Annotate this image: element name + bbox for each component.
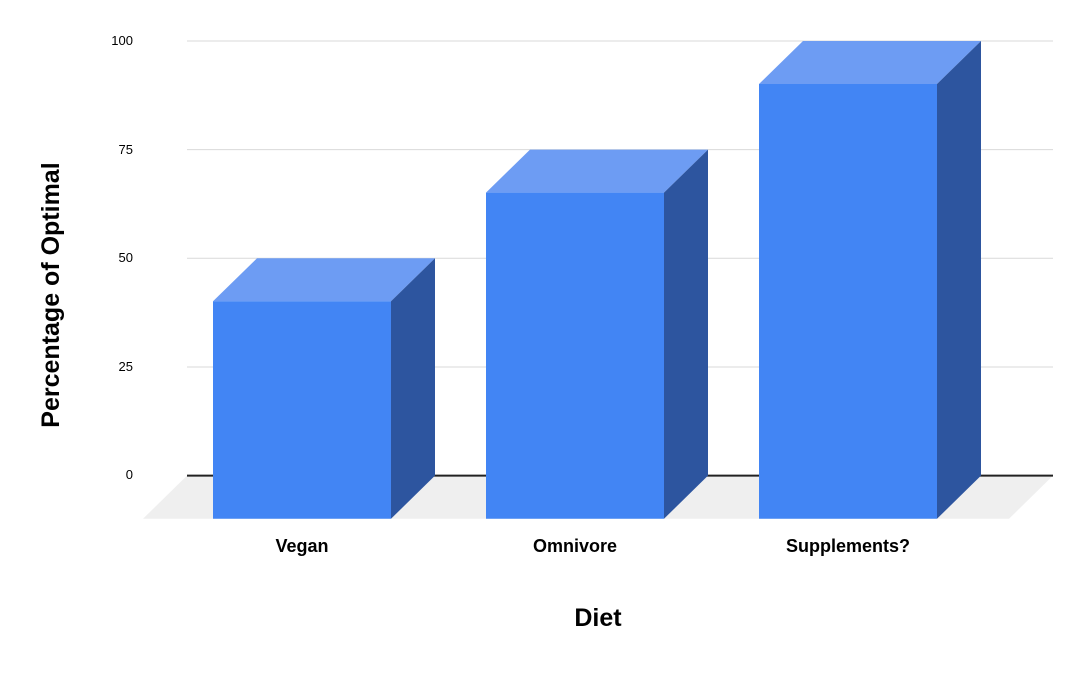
bar-supplements-side-face <box>937 41 981 519</box>
y-tick-label-100: 100 <box>111 33 133 48</box>
y-tick-label-0: 0 <box>125 467 133 482</box>
y-tick-label-75: 75 <box>118 142 133 157</box>
bar-omnivore-front-face <box>486 192 664 519</box>
x-axis-title: Diet <box>574 604 622 632</box>
category-label-vegan: Vegan <box>275 536 329 556</box>
y-tick-label-25: 25 <box>118 359 133 374</box>
bar-vegan-top-face <box>213 258 435 302</box>
y-tick-label-50: 50 <box>118 250 133 265</box>
y-axis-title: Percentage of Optimal <box>37 162 65 428</box>
bar-vegan-front-face <box>213 301 391 519</box>
bar-supplements-front-face <box>759 84 937 519</box>
bar-vegan-side-face <box>391 258 435 519</box>
category-label-omnivore: Omnivore <box>532 536 618 556</box>
category-label-supplements: Supplements? <box>785 536 910 556</box>
bar-omnivore-side-face <box>664 149 708 519</box>
bar-supplements-top-face <box>759 41 981 84</box>
bar-omnivore-top-face <box>486 149 708 193</box>
